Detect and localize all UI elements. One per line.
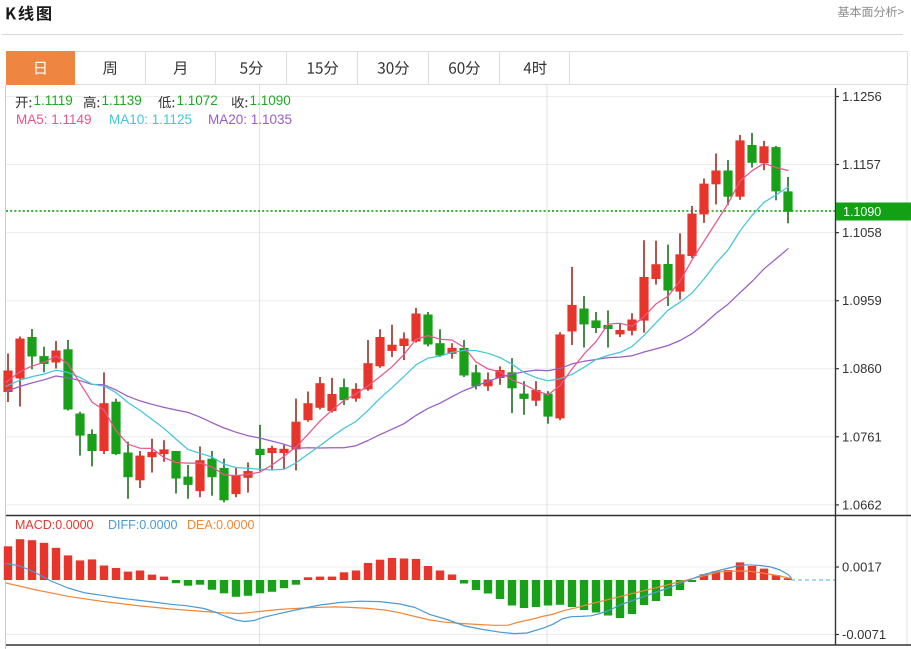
svg-text:1.1090: 1.1090 <box>843 205 881 219</box>
svg-text:1.0662: 1.0662 <box>842 497 882 512</box>
svg-text:1.0860: 1.0860 <box>842 361 882 376</box>
svg-text:-0.0071: -0.0071 <box>842 627 886 642</box>
svg-text:0.0017: 0.0017 <box>842 560 882 575</box>
svg-text:1.1157: 1.1157 <box>842 157 881 172</box>
svg-text:1.1256: 1.1256 <box>842 89 882 104</box>
svg-text:1.0761: 1.0761 <box>842 429 882 444</box>
svg-text:1.1058: 1.1058 <box>842 225 882 240</box>
svg-text:1.0959: 1.0959 <box>842 293 882 308</box>
